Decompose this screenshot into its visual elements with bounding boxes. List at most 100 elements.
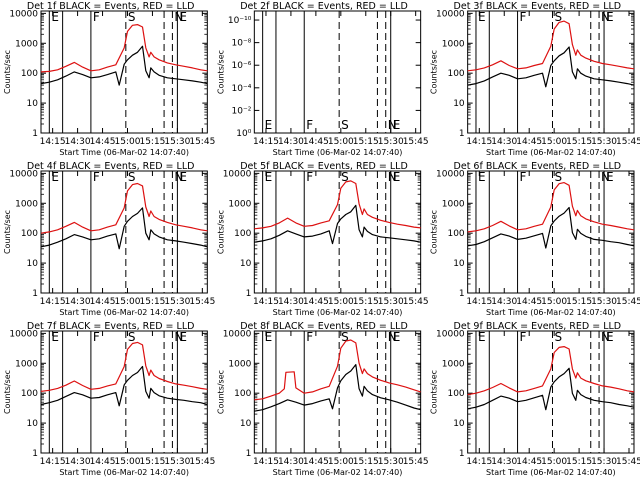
time-marker-label: E (179, 330, 187, 344)
x-axis-title: Start Time (06-Mar-02 14:07:40) (486, 308, 616, 317)
x-tick-label: 15:45 (189, 297, 215, 307)
x-tick-label: 14:45 (90, 457, 116, 467)
x-tick-label: 15:30 (378, 137, 404, 147)
chart-title: Det 7f BLACK = Events, RED = LLD (27, 321, 195, 332)
x-tick-label: 15:45 (616, 297, 640, 307)
x-axis-title: Start Time (06-Mar-02 14:07:40) (486, 148, 616, 157)
time-marker-label: F (306, 118, 313, 132)
time-marker-label: S (128, 170, 136, 184)
plot-frame (467, 330, 635, 454)
time-marker-label: E (478, 330, 486, 344)
y-axis-title: Counts/sec (430, 50, 439, 94)
x-axis-title: Start Time (06-Mar-02 14:07:40) (273, 468, 403, 477)
time-marker-label: F (520, 170, 527, 184)
y-tick-label: 1000 (442, 199, 465, 209)
chart-panel-1: Det 1f BLACK = Events, RED = LLD 1 10 100 10… (3, 1, 215, 157)
x-tick-label: 14:45 (516, 457, 542, 467)
time-marker-label: E (265, 170, 273, 184)
x-tick-label: 15:30 (591, 297, 617, 307)
x-tick-label: 14:30 (491, 137, 517, 147)
x-tick-label: 15:00 (115, 297, 141, 307)
series-line-lld (40, 182, 208, 234)
x-tick-label: 14:15 (466, 297, 492, 307)
x-tick-label: 14:30 (491, 297, 517, 307)
x-tick-label: 15:45 (616, 137, 640, 147)
time-marker-label: N (388, 118, 397, 132)
x-tick-label: 15:00 (115, 137, 141, 147)
time-marker-label: S (341, 330, 349, 344)
plot-frame (253, 170, 422, 294)
plot-frame (467, 10, 635, 134)
y-tick-label: 1000 (15, 359, 38, 369)
y-tick-label: 1000 (228, 359, 251, 369)
y-axis-title: Counts/sec (3, 50, 12, 94)
y-tick-label: 100 (21, 69, 38, 79)
x-tick-label: 14:15 (40, 297, 66, 307)
plot-frame (40, 170, 208, 294)
series-line-events (467, 46, 635, 88)
chart-title: Det 8f BLACK = Events, RED = LLD (240, 321, 408, 332)
time-marker-label: F (306, 170, 313, 184)
y-tick-label: 10000 (223, 329, 252, 339)
x-tick-label: 14:45 (303, 457, 329, 467)
y-tick-label: 1000 (442, 359, 465, 369)
plot-frame (253, 330, 422, 454)
x-tick-label: 15:30 (378, 457, 404, 467)
series-line-events (254, 364, 421, 412)
y-tick-label: 10⁰ (236, 129, 251, 139)
x-tick-label: 15:30 (164, 137, 190, 147)
y-tick-label: 10 (453, 419, 465, 429)
x-tick-label: 14:30 (278, 457, 304, 467)
y-tick-label: 10 (240, 419, 252, 429)
series-line-events (40, 45, 208, 86)
chart-title: Det 9f BLACK = Events, RED = LLD (454, 321, 622, 332)
y-tick-label: 10000 (9, 9, 38, 19)
time-marker-label: F (93, 10, 100, 24)
x-tick-label: 15:15 (353, 297, 379, 307)
time-marker-label: S (554, 10, 562, 24)
y-tick-label: 10000 (436, 329, 465, 339)
x-tick-label: 14:30 (491, 457, 517, 467)
y-tick-label: 10000 (9, 169, 38, 179)
chart-title: Det 6f BLACK = Events, RED = LLD (454, 161, 622, 172)
y-tick-label: 1 (32, 289, 38, 299)
x-tick-label: 14:45 (303, 137, 329, 147)
y-tick-label: 10⁻⁸ (232, 39, 252, 49)
time-marker-label: E (393, 118, 401, 132)
time-marker-label: N (388, 330, 397, 344)
x-tick-label: 14:15 (253, 297, 279, 307)
y-tick-label: 100 (447, 69, 464, 79)
series-line-lld (254, 180, 421, 230)
y-tick-label: 1 (32, 449, 38, 459)
time-marker-label: E (265, 118, 273, 132)
y-tick-label: 10000 (223, 169, 252, 179)
y-tick-label: 10⁻¹⁰ (228, 16, 252, 26)
x-tick-label: 14:45 (90, 297, 116, 307)
y-tick-label: 1000 (442, 39, 465, 49)
time-marker-label: E (393, 170, 401, 184)
x-tick-label: 14:30 (278, 137, 304, 147)
time-marker-label: E (606, 330, 614, 344)
time-marker-label: E (51, 330, 59, 344)
time-marker-label: E (393, 330, 401, 344)
y-axis-title: Counts/sec (216, 210, 225, 254)
x-tick-label: 15:15 (139, 137, 165, 147)
x-tick-label: 14:15 (253, 457, 279, 467)
y-tick-label: 10 (240, 259, 252, 269)
y-tick-label: 1 (459, 289, 465, 299)
x-tick-label: 14:45 (516, 137, 542, 147)
time-marker-label: N (174, 10, 183, 24)
time-marker-label: F (93, 330, 100, 344)
x-tick-label: 15:45 (403, 137, 429, 147)
x-tick-label: 15:00 (541, 137, 567, 147)
time-marker-label: N (174, 170, 183, 184)
y-tick-label: 1000 (15, 199, 38, 209)
y-tick-label: 10 (27, 99, 39, 109)
y-tick-label: 100 (447, 229, 464, 239)
time-marker-label: N (601, 10, 610, 24)
x-tick-label: 15:15 (139, 457, 165, 467)
x-tick-label: 14:15 (253, 137, 279, 147)
x-tick-label: 15:45 (616, 457, 640, 467)
time-marker-label: S (128, 10, 136, 24)
